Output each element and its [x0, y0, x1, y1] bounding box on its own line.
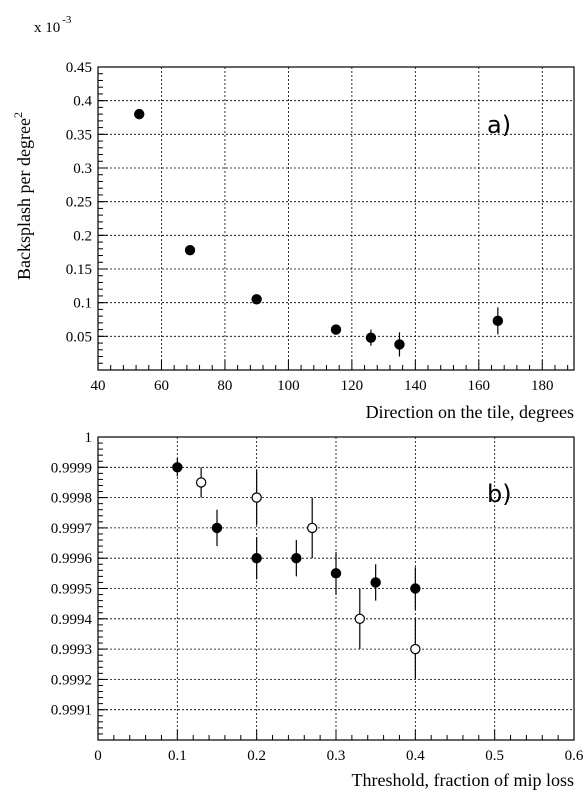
- panel-a-y-axis-label: Backsplash per degree2: [11, 112, 34, 280]
- x-tick-label: 120: [341, 378, 364, 394]
- data-point-filled: [184, 244, 196, 256]
- y-tick-label: 0.05: [66, 329, 92, 345]
- panel-b-x-axis-label: Threshold, fraction of mip loss: [352, 770, 574, 790]
- x-tick-label: 80: [217, 378, 232, 394]
- y-tick-label: 0.9997: [51, 521, 93, 537]
- data-point-open: [307, 522, 318, 534]
- y-tick-label: 0.9993: [51, 642, 92, 658]
- panel-b-marks: [172, 458, 421, 680]
- x-tick-label: 100: [277, 378, 300, 394]
- data-point-open: [195, 477, 207, 488]
- data-point-filled: [365, 332, 377, 343]
- panel-b-label: b): [487, 480, 512, 508]
- x-tick-label: 40: [91, 378, 106, 394]
- panel-a-marks: [134, 108, 504, 357]
- x-tick-label: 180: [531, 378, 554, 394]
- y-tick-label: 0.9996: [51, 551, 93, 567]
- panel-a-x-axis-label: Direction on the tile, degrees: [366, 402, 574, 422]
- data-point-filled: [370, 577, 381, 588]
- x-tick-label: 140: [404, 378, 427, 394]
- panel-b-ticks: 0 0.1 0.2 0.3 0.4 0.5 0.6 0.9991 0.9992 0.9993 0.9…: [51, 430, 584, 764]
- x-tick-label: 0.5: [485, 748, 504, 764]
- y-tick-label: 0.2: [73, 228, 92, 244]
- data-point-filled: [134, 108, 145, 120]
- panel-a-exponent-label: x 10 -3: [34, 14, 72, 36]
- y-tick-label: 0.25: [66, 195, 92, 211]
- panel-a-label: a): [487, 111, 511, 139]
- y-tick-label: 0.15: [66, 262, 92, 278]
- y-tick-label: 0.9994: [51, 612, 93, 628]
- data-point-filled: [410, 583, 421, 594]
- x-tick-label: 0.6: [565, 748, 584, 764]
- x-tick-label: 0.1: [168, 748, 187, 764]
- x-tick-label: 160: [468, 378, 491, 394]
- x-tick-label: 0: [94, 748, 102, 764]
- data-point-open: [354, 613, 365, 625]
- data-point-filled: [492, 315, 504, 327]
- data-point-filled: [172, 462, 183, 473]
- x-tick-label: 0.3: [327, 748, 346, 764]
- y-tick-label: 1: [85, 430, 93, 446]
- y-tick-label: 0.9995: [51, 582, 92, 598]
- y-tick-label: 0.4: [73, 94, 92, 110]
- data-point-filled: [211, 522, 223, 534]
- data-point-open: [410, 643, 421, 655]
- panel-a: 40 60 80 100 120 140 160 180 0.05 0.1 0.15 0.2 0.25 0…: [11, 14, 575, 422]
- data-point-filled: [251, 553, 262, 564]
- data-point-filled: [394, 339, 405, 350]
- data-point-filled: [291, 553, 302, 564]
- panel-a-ticks: 40 60 80 100 120 140 160 180 0.05 0.1 0.15 0.2 0.25 0…: [66, 60, 569, 394]
- y-tick-label: 0.45: [66, 60, 92, 76]
- panel-b: 0 0.1 0.2 0.3 0.4 0.5 0.6 0.9991 0.9992 0.9993 0.9…: [51, 430, 584, 790]
- data-point-filled: [330, 324, 342, 335]
- x-tick-label: 0.2: [247, 748, 266, 764]
- data-point-filled: [251, 294, 262, 305]
- panel-a-frame: [97, 66, 575, 371]
- y-tick-label: 0.9998: [51, 491, 92, 507]
- y-tick-label: 0.9999: [51, 460, 92, 476]
- y-tick-label: 0.9992: [51, 672, 92, 688]
- y-tick-label: 0.9991: [51, 703, 92, 719]
- y-tick-label: 0.3: [73, 161, 92, 177]
- data-point-filled: [330, 568, 342, 579]
- y-tick-label: 0.35: [66, 127, 92, 143]
- x-tick-label: 60: [154, 378, 169, 394]
- panel-a-grid: [98, 67, 574, 370]
- y-tick-label: 0.1: [73, 296, 92, 312]
- x-tick-label: 0.4: [406, 748, 425, 764]
- data-point-open: [251, 492, 262, 503]
